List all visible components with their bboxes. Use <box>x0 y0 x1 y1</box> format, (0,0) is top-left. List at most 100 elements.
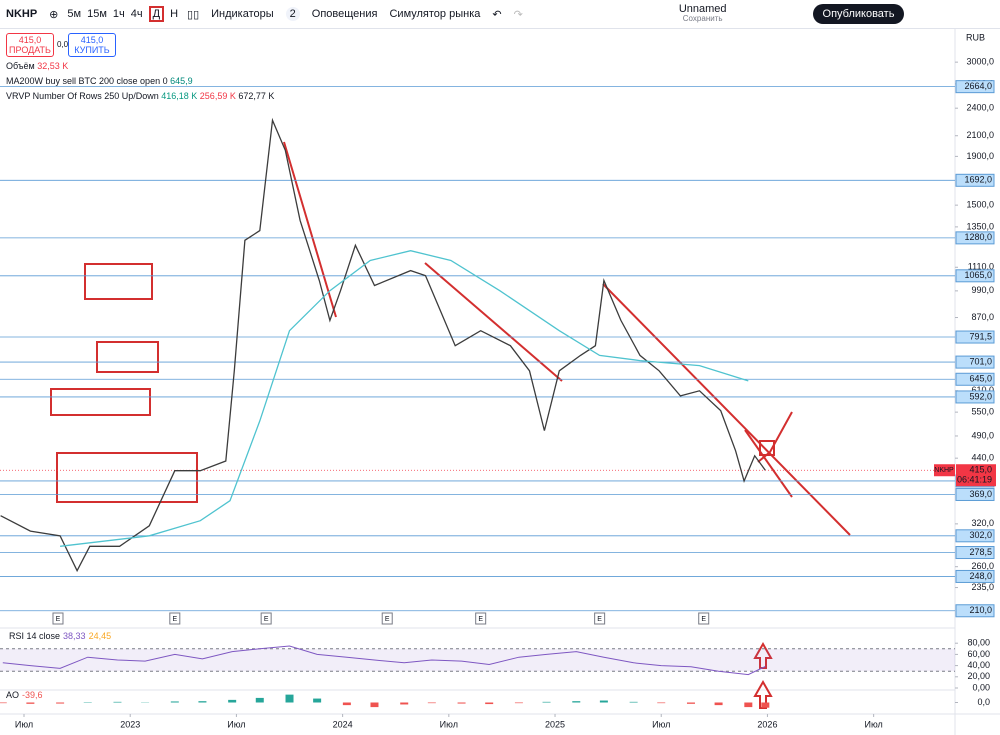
y-tick-label: 870,0 <box>971 312 994 322</box>
redo[interactable]: ↷ <box>513 8 523 21</box>
interval[interactable]: 5м <box>67 8 82 20</box>
earnings-label: E <box>264 616 269 623</box>
buy-label: КУПИТЬ <box>74 45 110 55</box>
sell-button[interactable]: 415,0 ПРОДАТЬ <box>6 33 54 57</box>
x-tick-label: 2025 <box>545 719 565 729</box>
last-price-label: 415,0 <box>969 465 992 475</box>
undo[interactable]: ↶ <box>492 8 502 21</box>
interval[interactable]: 1ч <box>112 8 125 20</box>
level-label-bg <box>955 487 995 501</box>
ao-bar <box>427 702 436 704</box>
x-tick-label: Июл <box>15 719 33 729</box>
y-tick-label: 490,0 <box>971 430 994 440</box>
indicators[interactable]: Индикаторы <box>211 8 274 20</box>
ao-bar <box>370 702 379 708</box>
ao-bar <box>686 702 695 704</box>
earnings-marker <box>52 612 64 625</box>
y-tick-label: 320,0 <box>971 518 994 528</box>
level-label: 278,5 <box>969 547 992 557</box>
legend-value: 32,53 K <box>37 61 69 71</box>
earnings-marker <box>475 612 487 625</box>
y-tick-label: 80,00 <box>967 638 990 648</box>
x-tick-label: 2023 <box>120 719 140 729</box>
highlight-box <box>56 452 198 503</box>
interval[interactable]: Н <box>170 8 179 20</box>
level-label-bg <box>955 604 995 618</box>
y-tick-label: 440,0 <box>971 453 994 463</box>
trend-line <box>424 262 563 382</box>
layout-status: Сохранить <box>682 14 723 23</box>
rsi-line <box>2 645 766 676</box>
level-label-bg <box>955 390 995 404</box>
y-tick-label: 40,00 <box>967 660 990 670</box>
volume-legend: Объём 32,53 K <box>6 61 68 71</box>
arrow-line <box>757 411 793 463</box>
annotations <box>50 141 851 709</box>
level-label-bg <box>955 529 995 543</box>
level-label: 592,0 <box>969 391 992 401</box>
interval[interactable]: Д <box>148 6 165 22</box>
chart-style[interactable]: ▯▯ <box>187 8 200 21</box>
earnings-label: E <box>701 616 706 623</box>
ao-bar <box>313 698 322 703</box>
ao-bar <box>198 701 207 703</box>
level-label-bg <box>955 546 995 560</box>
level-label: 302,0 <box>969 530 992 540</box>
level-label-bg <box>955 330 995 344</box>
rsi-band <box>0 648 955 672</box>
compare[interactable]: ⊕ <box>49 8 59 21</box>
ao-bar <box>400 702 409 705</box>
level-label: 791,5 <box>969 331 992 341</box>
ao-bar <box>285 694 294 703</box>
legend-part: 24,45 <box>89 631 112 641</box>
legend-part: 38,33 <box>63 631 86 641</box>
y-tick-label: 610,0 <box>971 385 994 395</box>
y-tick-label: 2100,0 <box>966 130 994 140</box>
buy-button[interactable]: 415,0 КУПИТЬ <box>68 33 116 57</box>
layout[interactable]: Unnamed Сохранить <box>679 4 727 24</box>
ao-bar <box>714 702 723 706</box>
y-tick-label: 1350,0 <box>966 221 994 231</box>
legend-part: -39,6 <box>22 690 43 700</box>
highlight-box <box>96 341 159 373</box>
earnings-marker <box>594 612 606 625</box>
ao-bar <box>542 701 551 703</box>
interval[interactable]: 4ч <box>130 8 143 20</box>
y-tick-label: 235,0 <box>971 582 994 592</box>
legend-name: VRVP Number Of Rows 250 Up/Down <box>6 91 159 101</box>
templates-count[interactable]: 2 <box>285 7 300 21</box>
price-line <box>60 250 749 547</box>
replay[interactable]: Симулятор рынка <box>389 8 481 20</box>
ao-bar <box>572 701 581 703</box>
ao-bar <box>56 702 65 704</box>
ao-bar <box>599 700 608 703</box>
x-tick-label: 2026 <box>757 719 777 729</box>
legend-part: AO <box>6 690 19 700</box>
buy-price: 415,0 <box>80 35 104 45</box>
y-tick-label: 0,00 <box>972 682 990 692</box>
level-label-bg <box>955 569 995 583</box>
ao-bar <box>629 701 638 703</box>
symbol[interactable]: NKHP <box>6 8 38 20</box>
ao-bar <box>342 702 351 706</box>
level-label: 248,0 <box>969 571 992 581</box>
ao-bar <box>657 702 666 704</box>
y-tick-label: 20,00 <box>967 671 990 681</box>
level-label-bg <box>955 269 995 283</box>
x-tick-label: Июл <box>865 719 883 729</box>
alerts[interactable]: Оповещения <box>311 8 378 20</box>
ao-bar <box>457 702 466 704</box>
y-tick-label: 1110,0 <box>968 262 994 272</box>
interval[interactable]: 15м <box>87 8 107 20</box>
ao-bar <box>170 701 179 703</box>
publish[interactable]: Опубликовать <box>812 4 905 24</box>
y-tick-label: 2700,0 <box>966 78 994 88</box>
highlight-box <box>50 388 151 416</box>
earnings-label: E <box>385 616 390 623</box>
y-tick-label: 60,00 <box>967 649 990 659</box>
countdown: 06:41:19 <box>957 475 992 485</box>
x-tick-label: Июл <box>440 719 458 729</box>
x-tick-label: Июл <box>227 719 245 729</box>
